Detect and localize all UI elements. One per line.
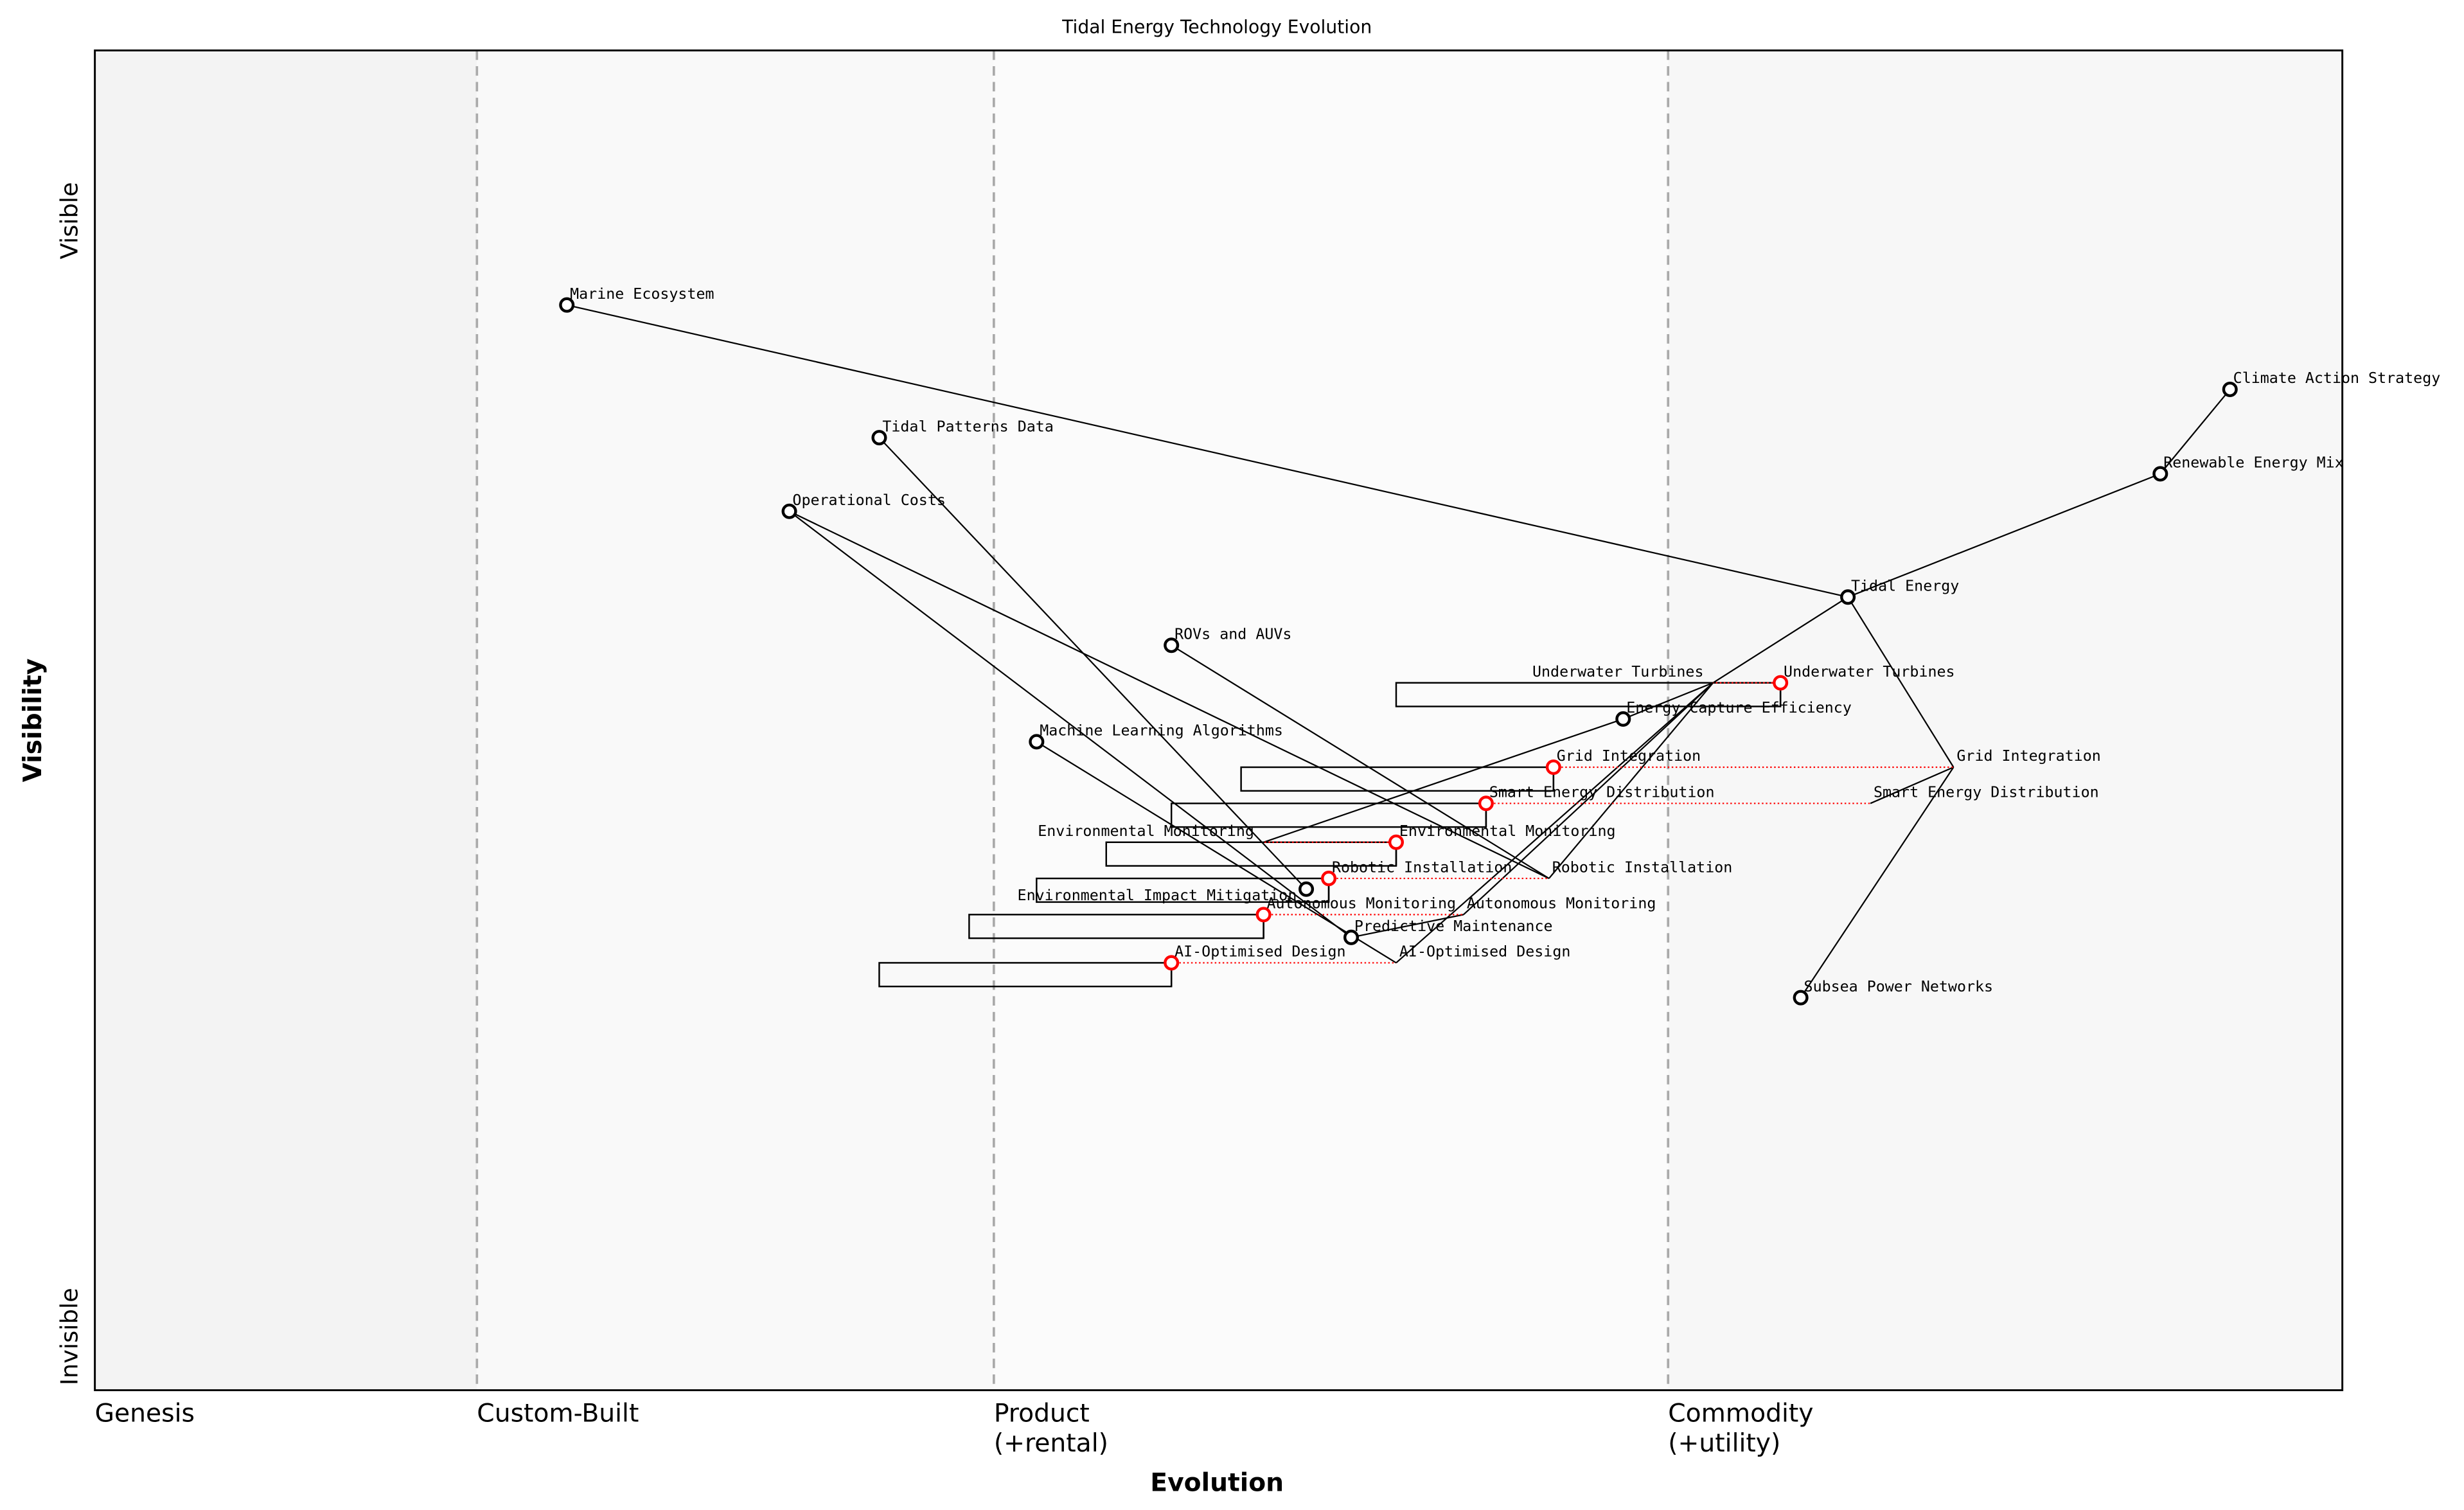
stage-background <box>1668 50 2343 1390</box>
evolution-arrows <box>1171 682 1954 964</box>
dependency-link <box>1847 596 1954 768</box>
component-node <box>781 503 797 519</box>
stage-sublabel: (+rental) <box>994 1429 1108 1458</box>
evolved-component-label: Smart Energy Distribution <box>1874 783 2099 801</box>
component-node <box>871 430 887 446</box>
component-node <box>2222 382 2238 398</box>
y-top-label: Visible <box>56 182 84 259</box>
evolving-component-node <box>1164 955 1180 971</box>
y-bottom-label: Invisible <box>56 1288 84 1385</box>
evolved-component-label: Underwater Turbines <box>1532 663 1703 680</box>
stage-label: Genesis <box>95 1399 195 1428</box>
map-title: Tidal Energy Technology Evolution <box>1061 17 1372 38</box>
evolving-component-node <box>1388 834 1405 850</box>
dependency-link <box>566 304 1848 598</box>
dependency-link <box>1712 596 1848 684</box>
component-node <box>1793 990 1809 1006</box>
evolving-component-node <box>1321 871 1337 887</box>
dependency-links <box>566 304 2231 999</box>
x-axis-label: Evolution <box>1150 1469 1284 1498</box>
component-label: Tidal Energy <box>1851 577 1959 594</box>
evolving-component-label: Smart Energy Distribution <box>1489 783 1715 801</box>
evolved-component-label: Autonomous Monitoring <box>1467 895 1656 912</box>
component-label: ROVs and AUVs <box>1174 625 1291 643</box>
evolving-component-node <box>1478 795 1494 812</box>
dependency-link <box>1622 682 1714 720</box>
component-node <box>559 297 575 313</box>
component-label: Marine Ecosystem <box>570 285 714 303</box>
dependency-link <box>1263 718 1624 843</box>
component-node <box>1615 711 1631 727</box>
stage-background <box>94 50 477 1390</box>
dependency-link <box>1548 682 1714 879</box>
evolving-component-node <box>1255 907 1272 923</box>
component-node <box>1298 881 1315 897</box>
component-node <box>1343 929 1360 945</box>
stage-label: Custom-Built <box>477 1399 639 1428</box>
dependency-link <box>788 510 1352 938</box>
component-node <box>1840 589 1856 605</box>
component-node <box>2152 466 2168 482</box>
dependency-link <box>1870 766 1954 804</box>
stage-labels: Genesis Custom-Built Product(+rental) Commo… <box>95 1399 1814 1459</box>
component-label: Climate Action Strategy <box>2233 369 2441 387</box>
y-axis-label: Visibility <box>19 659 48 783</box>
stage-background <box>993 50 1669 1390</box>
dependency-link <box>1847 473 2161 598</box>
evolving-component-label: Robotic Installation <box>1332 858 1512 876</box>
component-label: Renewable Energy Mix <box>2163 454 2344 472</box>
dependency-link <box>1351 914 1464 938</box>
evolving-component-label: Environmental Monitoring <box>1399 822 1616 840</box>
evolving-component-label: Grid Integration <box>1557 747 1701 765</box>
dependency-link <box>1171 644 1550 880</box>
dependency-link <box>878 437 1307 890</box>
component-label: Subsea Power Networks <box>1804 978 1994 995</box>
evolved-component-label: Grid Integration <box>1956 747 2100 765</box>
stage-sublabel: (+utility) <box>1668 1429 1780 1458</box>
dependency-link <box>1463 682 1714 916</box>
stage-label: Commodity <box>1668 1399 1813 1428</box>
evolving-component-node <box>1545 759 1561 776</box>
component-label: Machine Learning Algorithms <box>1040 722 1283 740</box>
evolving-component-label: AI-Optimised Design <box>1174 943 1345 961</box>
evolving-component-label: Autonomous Monitoring <box>1267 895 1457 912</box>
component-label: Energy Capture Efficiency <box>1626 699 1852 716</box>
dependency-link <box>1800 767 1954 999</box>
components: Underwater Turbines Grid Integration Smart… <box>559 285 2441 1006</box>
component-node <box>1029 734 1045 750</box>
dependency-link <box>1396 682 1714 964</box>
stage-backgrounds <box>94 50 2343 1390</box>
component-label: Predictive Maintenance <box>1354 918 1553 935</box>
component-node <box>1164 637 1180 653</box>
component-label: Environmental Impact Mitigation <box>1018 887 1297 904</box>
evolving-component-node <box>1773 675 1789 691</box>
dependency-link <box>2159 389 2231 475</box>
evolved-component-label: Environmental Monitoring <box>1038 822 1254 840</box>
component-label: Operational Costs <box>792 492 945 509</box>
stage-dividers <box>475 50 1670 1390</box>
component-label: Tidal Patterns Data <box>882 418 1054 435</box>
plot-frame <box>94 49 2344 1392</box>
dependency-link <box>789 510 1550 880</box>
evolving-component-label: Underwater Turbines <box>1784 663 1954 680</box>
evolved-component-label: AI-Optimised Design <box>1399 943 1571 961</box>
stage-label: Product <box>994 1399 1090 1428</box>
evolved-component-label: Robotic Installation <box>1552 858 1733 876</box>
stage-background <box>477 50 994 1390</box>
